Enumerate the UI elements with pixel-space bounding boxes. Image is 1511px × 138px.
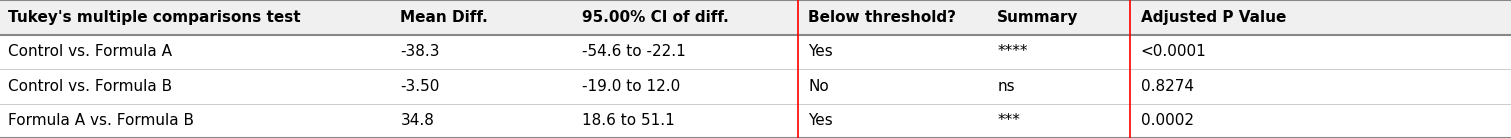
Text: 34.8: 34.8 bbox=[400, 113, 434, 128]
Bar bbox=[0, 69, 1511, 104]
Text: 0.0002: 0.0002 bbox=[1141, 113, 1194, 128]
Text: ns: ns bbox=[997, 79, 1015, 94]
Text: ***: *** bbox=[997, 113, 1020, 128]
Text: Formula A vs. Formula B: Formula A vs. Formula B bbox=[8, 113, 193, 128]
Bar bbox=[0, 0, 1511, 34]
Text: 18.6 to 51.1: 18.6 to 51.1 bbox=[582, 113, 674, 128]
Text: Mean Diff.: Mean Diff. bbox=[400, 10, 488, 25]
Text: Tukey's multiple comparisons test: Tukey's multiple comparisons test bbox=[8, 10, 301, 25]
Bar bbox=[0, 34, 1511, 69]
Text: 0.8274: 0.8274 bbox=[1141, 79, 1194, 94]
Text: No: No bbox=[808, 79, 830, 94]
Text: -19.0 to 12.0: -19.0 to 12.0 bbox=[582, 79, 680, 94]
Text: ****: **** bbox=[997, 44, 1027, 59]
Bar bbox=[0, 104, 1511, 138]
Text: Yes: Yes bbox=[808, 44, 833, 59]
Text: Control vs. Formula B: Control vs. Formula B bbox=[8, 79, 172, 94]
Text: <0.0001: <0.0001 bbox=[1141, 44, 1207, 59]
Text: Control vs. Formula A: Control vs. Formula A bbox=[8, 44, 172, 59]
Text: -3.50: -3.50 bbox=[400, 79, 440, 94]
Text: -54.6 to -22.1: -54.6 to -22.1 bbox=[582, 44, 686, 59]
Text: Below threshold?: Below threshold? bbox=[808, 10, 956, 25]
Text: -38.3: -38.3 bbox=[400, 44, 440, 59]
Text: 95.00% CI of diff.: 95.00% CI of diff. bbox=[582, 10, 728, 25]
Text: Summary: Summary bbox=[997, 10, 1079, 25]
Text: Yes: Yes bbox=[808, 113, 833, 128]
Text: Adjusted P Value: Adjusted P Value bbox=[1141, 10, 1286, 25]
